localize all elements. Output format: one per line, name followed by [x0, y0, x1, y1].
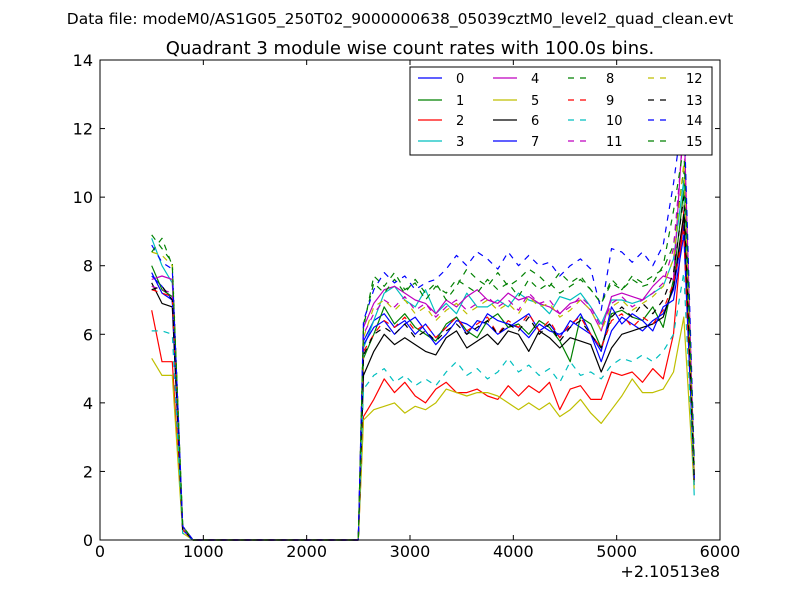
series-line-2: [151, 210, 695, 541]
chart-title: Quadrant 3 module wise count rates with …: [166, 38, 655, 59]
y-tick-label: 10: [73, 188, 93, 207]
series-lines: [151, 107, 695, 541]
series-line-12: [151, 162, 695, 541]
legend-label-13: 13: [686, 94, 703, 109]
series-line-10: [151, 272, 695, 541]
series-line-1: [151, 189, 695, 541]
series-line-8: [151, 169, 695, 541]
series-line-14: [151, 107, 695, 541]
legend-label-12: 12: [686, 72, 703, 87]
y-tick-label: 0: [83, 531, 93, 550]
series-line-3: [151, 179, 695, 541]
datafile-label: Data file: modeM0/AS1G05_250T02_90000006…: [67, 10, 733, 29]
series-line-9: [151, 230, 695, 541]
x-tick-label: 6000: [700, 542, 741, 561]
legend-label-2: 2: [456, 114, 464, 129]
x-tick-label: 1000: [183, 542, 224, 561]
y-tick-label: 14: [73, 51, 93, 70]
legend-label-3: 3: [456, 135, 464, 150]
legend-label-5: 5: [531, 94, 539, 109]
legend-label-11: 11: [606, 135, 623, 150]
series-line-5: [151, 316, 695, 541]
legend-label-4: 4: [531, 72, 539, 87]
y-tick-label: 6: [83, 325, 93, 344]
legend-label-14: 14: [686, 114, 703, 129]
series-line-13: [151, 196, 695, 541]
legend-box: [409, 66, 713, 156]
legend-label-9: 9: [606, 94, 614, 109]
series-line-11: [151, 128, 695, 541]
legend-label-10: 10: [606, 114, 623, 129]
y-tick-label: 8: [83, 257, 93, 276]
series-line-0: [151, 224, 695, 541]
series-line-6: [151, 213, 695, 541]
legend-label-8: 8: [606, 72, 614, 87]
x-tick-label: 3000: [390, 542, 431, 561]
y-tick-label: 12: [73, 120, 93, 139]
x-tick-label: 5000: [596, 542, 637, 561]
y-tick-label: 4: [83, 394, 93, 413]
legend-label-1: 1: [456, 94, 464, 109]
x-offset-label: +2.10513e8: [620, 562, 720, 581]
y-tick-label: 2: [83, 462, 93, 481]
legend-label-15: 15: [686, 135, 703, 150]
x-tick-label: 4000: [493, 542, 534, 561]
x-tick-label: 0: [95, 542, 105, 561]
legend-label-7: 7: [531, 135, 539, 150]
series-line-15: [151, 145, 695, 541]
x-tick-label: 2000: [286, 542, 327, 561]
legend-label-6: 6: [531, 114, 539, 129]
legend-label-0: 0: [456, 72, 464, 87]
